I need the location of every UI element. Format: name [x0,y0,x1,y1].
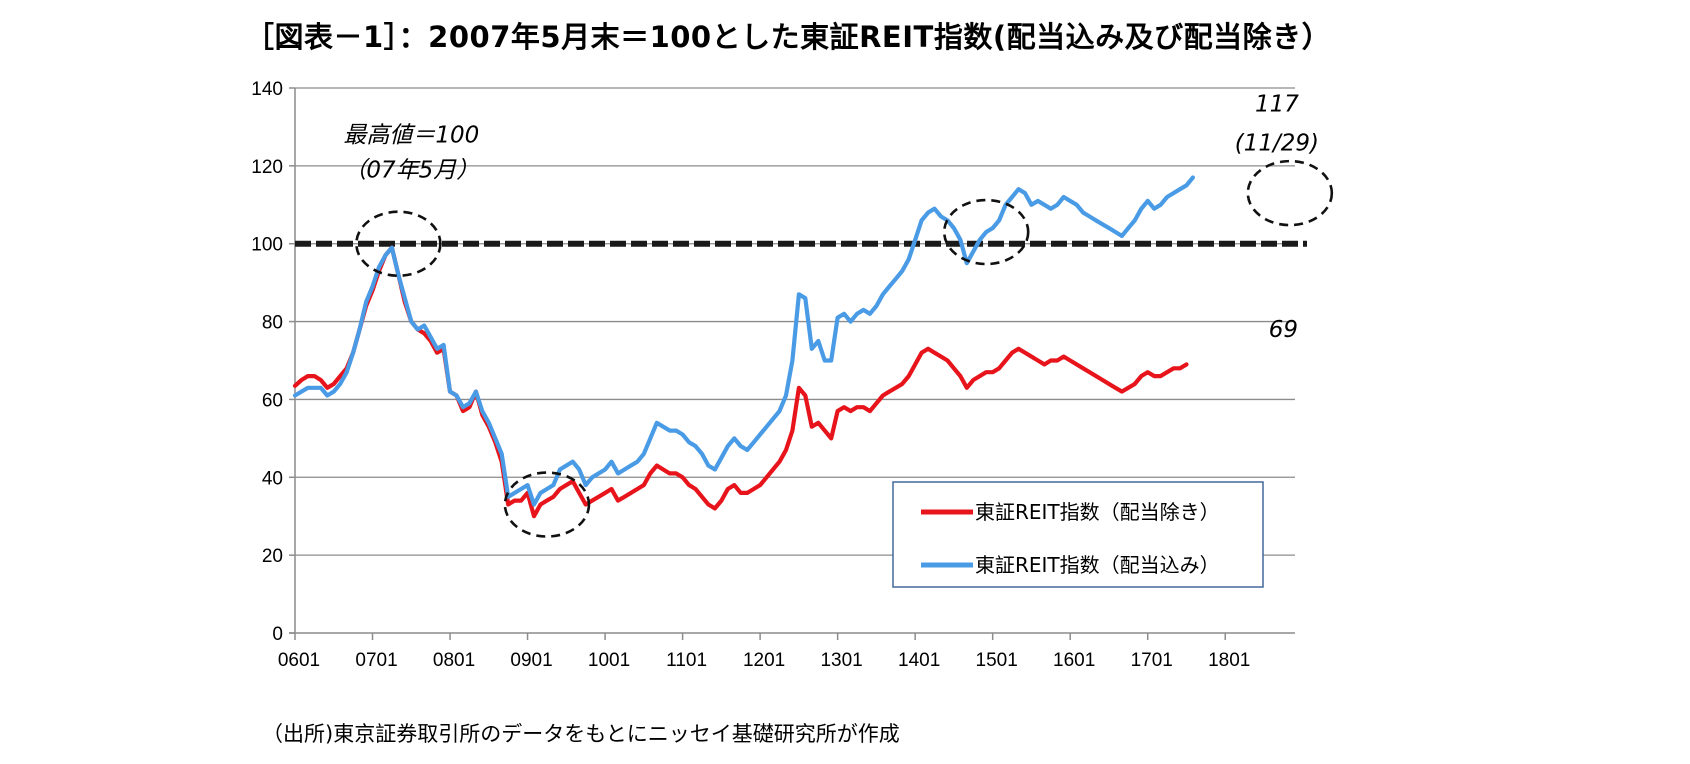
grid-lines [295,87,1295,556]
x-tick-label: 1101 [666,650,707,671]
legend-box [892,481,1264,588]
series-lines [292,175,1196,519]
x-tick-label: 0901 [510,650,552,671]
x-tick-label: 1601 [1053,650,1095,671]
annotations: 最高値＝100 （07年5月） 117 (11/29) 69 [343,91,1319,343]
highlight-circle [503,471,591,538]
x-tick-label: 1001 [588,650,630,671]
x-tick-label: 1301 [820,650,862,671]
x-tick-label: 1501 [976,650,1018,671]
y-tick-label: 140 [251,79,283,100]
y-axis-tick-labels: 0 20 40 60 80 100 120 140 [251,79,283,645]
annotation-text: 117 [1255,91,1299,117]
x-axis-tick-labels: 0601 0701 0801 0901 1001 1101 1201 1301 1401 1501… [278,650,1251,671]
x-tick-label: 0701 [355,650,397,671]
chart-title: ［図表－1］：2007年5月末＝100とした東証REIT指数(配当込み及び配当除… [245,20,1332,54]
legend-label: 東証REIT指数（配当込み） [975,553,1220,577]
legend-label: 東証REIT指数（配当除き） [975,500,1220,524]
highlight-circle [355,210,442,278]
source-note: （出所)東京証券取引所のデータをもとにニッセイ基礎研究所が作成 [262,722,900,746]
x-tick-label: 0601 [278,650,320,671]
legend: 東証REIT指数（配当除き） 東証REIT指数（配当込み） [892,481,1264,588]
y-tick-label: 100 [251,235,283,256]
y-tick-label: 0 [272,624,283,645]
highlight-circle [942,198,1030,266]
series-line-ex-dividend [292,245,1189,519]
highlight-circles [355,159,1334,538]
y-tick-label: 80 [262,313,283,334]
highlight-circle [1246,159,1334,227]
axes [289,87,1307,640]
x-tick-label: 1801 [1208,650,1250,671]
annotation-text: (11/29) [1235,130,1319,156]
annotation-text: 最高値＝100 [343,123,479,149]
y-tick-label: 40 [262,468,283,489]
x-tick-label: 1201 [743,650,785,671]
x-tick-label: 1701 [1131,650,1173,671]
x-tick-label: 1401 [898,650,940,671]
series-line-with-dividend [292,175,1196,507]
y-tick-label: 20 [262,546,283,567]
annotation-text: 69 [1269,317,1298,343]
annotation-text: （07年5月） [343,158,479,184]
y-tick-label: 120 [251,157,283,178]
y-tick-label: 60 [262,390,283,411]
x-tick-label: 0801 [433,650,475,671]
